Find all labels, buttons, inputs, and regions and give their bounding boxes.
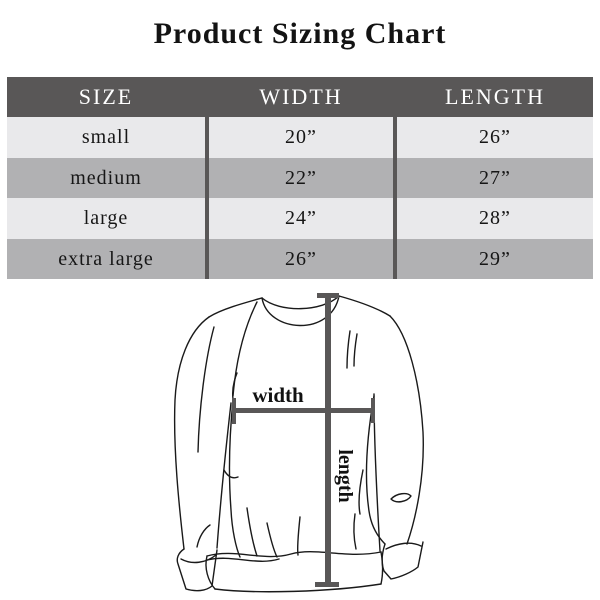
- right-cuff: [381, 541, 424, 580]
- right-shoulder-fold-1: [346, 330, 351, 369]
- table-row: medium 22” 27”: [7, 157, 593, 198]
- table-row: extra large 26” 29”: [7, 238, 593, 279]
- header-width: WIDTH: [259, 84, 343, 109]
- right-sleeve-outline: [389, 315, 424, 545]
- width-cell: 22”: [205, 157, 397, 198]
- size-cell: large: [83, 207, 129, 229]
- left-sleeve-inner-edge: [216, 402, 232, 549]
- left-cuff-fold: [196, 524, 211, 548]
- right-shoulder-fold-2: [353, 333, 358, 367]
- left-cuff: [176, 548, 218, 592]
- right-sleeve-inner-edge: [365, 395, 386, 545]
- hem-top-line: [206, 551, 382, 558]
- hem-left-side: [205, 555, 216, 590]
- left-shoulder-line: [208, 297, 263, 318]
- table-header-row: SIZE WIDTH LENGTH: [7, 77, 593, 117]
- left-sleeve-outline: [173, 316, 210, 550]
- length-measure-bottom-cap: [315, 582, 339, 587]
- hem-fold-5: [358, 469, 364, 515]
- page-title: Product Sizing Chart: [153, 17, 447, 50]
- table-row: small 20” 26”: [7, 117, 593, 158]
- header-length: LENGTH: [445, 84, 545, 109]
- size-cell: small: [81, 126, 131, 148]
- hem-fold-3: [296, 516, 301, 556]
- length-cell: 29”: [479, 247, 511, 270]
- table-row: large 24” 28”: [7, 198, 593, 239]
- length-cell: 26”: [479, 126, 511, 148]
- sizing-table: SIZE WIDTH LENGTH small 20” 26” medium 2…: [7, 77, 593, 279]
- size-cell: medium: [70, 166, 142, 189]
- right-cuff-rib: [385, 542, 422, 550]
- width-measure-label: width: [252, 383, 304, 407]
- right-shoulder-line: [338, 295, 391, 317]
- hem-fold-1: [246, 507, 258, 557]
- left-cuff-rib: [180, 554, 217, 564]
- left-elbow-fold: [223, 469, 239, 479]
- width-cell: 20”: [205, 117, 397, 158]
- length-cell: 27”: [479, 166, 511, 189]
- width-measure-left-tick: [232, 398, 236, 424]
- header-size: SIZE: [78, 84, 134, 109]
- width-cell: 26”: [205, 238, 397, 279]
- length-measure-line: [325, 295, 331, 584]
- hem-fold-2: [266, 522, 278, 558]
- hem-bottom-line: [214, 583, 382, 593]
- length-measure-top-cap: [317, 293, 339, 298]
- hem-fold-4: [353, 513, 357, 550]
- left-sleeve-crease: [197, 326, 215, 453]
- length-cell: 28”: [479, 207, 511, 229]
- width-measure-right-tick: [371, 398, 375, 423]
- size-cell: extra large: [58, 247, 154, 270]
- hem-second-line: [206, 557, 280, 562]
- hem-right-side: [380, 551, 384, 585]
- length-measure-label: length: [334, 449, 356, 503]
- width-measure-line: [233, 408, 375, 413]
- right-sleeve-loop-fold: [390, 492, 412, 503]
- collar-bottom-line: [261, 295, 340, 327]
- left-sleeve-seam: [232, 301, 258, 397]
- collar-top-line: [261, 295, 340, 310]
- body-left-edge: [228, 399, 241, 558]
- left-armpit-fold: [231, 372, 238, 400]
- width-cell: 24”: [205, 198, 397, 239]
